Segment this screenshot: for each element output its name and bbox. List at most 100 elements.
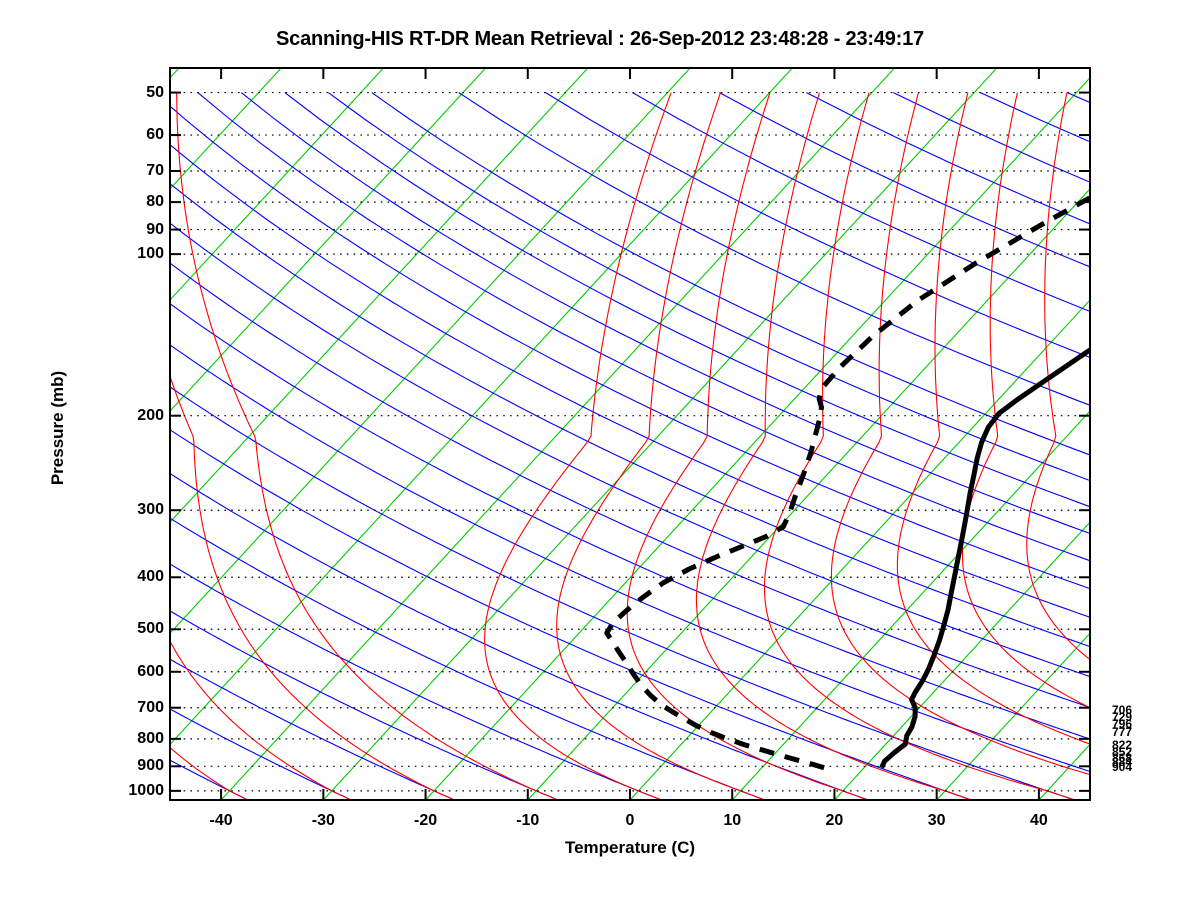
dry-adiabat-line — [170, 563, 662, 800]
saturated-adiabat-line — [830, 92, 1090, 776]
dry-adiabat-line — [371, 92, 1090, 456]
y-tick-label: 70 — [146, 161, 164, 179]
saturated-adiabat-line — [0, 93, 145, 800]
dry-adiabat-line — [170, 183, 1090, 648]
isotherm-line — [731, 410, 1090, 800]
saturated-adiabat-line — [695, 92, 972, 800]
saturated-adiabat-line — [1026, 92, 1090, 661]
isotherm-line — [220, 68, 895, 800]
dry-adiabat-line — [170, 105, 1090, 590]
x-axis-label: Temperature (C) — [564, 838, 696, 857]
saturated-adiabat-line — [1152, 93, 1200, 800]
isotherm-line — [834, 521, 1090, 800]
isotherm-line — [936, 632, 1090, 800]
right-pressure-label: 822 — [1112, 738, 1133, 753]
saturated-adiabat-line — [0, 93, 41, 800]
dry-adiabat-line — [284, 92, 1090, 508]
right-pressure-label: 796 — [1112, 717, 1133, 732]
saturated-adiabat-line — [556, 92, 765, 800]
y-tick-label: 200 — [137, 406, 164, 424]
saturated-adiabat-line — [484, 92, 672, 800]
y-tick-label: 800 — [137, 729, 164, 747]
y-tick-label: 100 — [137, 245, 164, 263]
dry-adiabat-line — [170, 144, 1090, 618]
dry-adiabat-line — [806, 92, 1090, 225]
right-pressure-label: 777 — [1112, 725, 1133, 740]
isotherm-line — [527, 188, 1090, 800]
dry-adiabat-line — [170, 517, 765, 800]
dry-adiabat-line — [170, 344, 1090, 773]
x-tick-label: 0 — [625, 812, 635, 829]
y-tick-label: 600 — [137, 662, 164, 680]
saturated-adiabat-line — [170, 640, 352, 800]
right-pressure-label: 868 — [1112, 750, 1133, 765]
isotherm-line — [322, 68, 998, 800]
isotherm-line — [170, 68, 282, 190]
x-tick-label: -30 — [311, 812, 335, 829]
x-tick-label: 20 — [825, 812, 844, 829]
dry-adiabat-line — [170, 610, 559, 800]
saturated-adiabat-line — [1089, 524, 1090, 542]
isotherm-line — [629, 299, 1090, 800]
right-pressure-label: 729 — [1112, 710, 1133, 725]
x-tick-label: 40 — [1029, 812, 1048, 829]
y-axis-tick-labels: 50 60 70 80 90 100 200 300 400 500 600 700 800 900 100… — [54, 0, 164, 900]
dry-adiabat-line — [170, 658, 455, 800]
isotherm-line — [170, 68, 589, 524]
y-tick-label: 400 — [137, 568, 164, 586]
dry-adiabat-line — [170, 222, 1090, 678]
saturated-adiabat-line — [176, 92, 559, 800]
y-tick-label: 900 — [137, 757, 164, 775]
saturated-adiabat-line — [961, 92, 1090, 709]
dry-adiabat-line — [170, 429, 972, 800]
isotherm-line — [1038, 743, 1090, 800]
dry-adiabat-line — [170, 386, 1076, 800]
dry-adiabat-line — [170, 472, 869, 800]
x-tick-label: -40 — [209, 812, 233, 829]
isotherm-line — [170, 68, 691, 635]
saturated-adiabat-line — [626, 92, 869, 800]
isotherm-line — [170, 68, 793, 746]
y-tick-label: 700 — [137, 698, 164, 716]
right-pressure-label: 884 — [1112, 755, 1133, 770]
right-pressure-label: 706 — [1112, 702, 1133, 717]
dry-adiabat-line — [170, 759, 249, 800]
dry-adiabat-line — [719, 92, 1090, 268]
right-pressure-label: 904 — [1112, 760, 1133, 775]
dry-adiabat-line — [327, 92, 1090, 482]
saturated-adiabat-line — [170, 746, 249, 800]
dry-adiabat-line — [632, 92, 1090, 313]
y-tick-label: 50 — [146, 83, 164, 101]
dry-adiabat-line — [545, 92, 1090, 359]
saturated-adiabat-line — [763, 92, 1076, 800]
y-tick-label: 80 — [146, 193, 164, 211]
x-tick-label: -20 — [413, 812, 438, 829]
saturated-adiabat-line — [896, 92, 1090, 745]
y-tick-label: 60 — [146, 126, 164, 144]
dry-adiabat-line — [170, 303, 1090, 740]
isotherm-line — [0, 68, 77, 800]
isotherm-line — [170, 68, 180, 79]
saturated-adiabat-line — [170, 374, 455, 800]
x-tick-label: -10 — [516, 812, 540, 829]
dry-adiabat-line — [1067, 92, 1090, 104]
isotherm-line — [170, 68, 384, 301]
isotherm-line — [425, 76, 1090, 800]
dry-adiabat-line — [170, 708, 352, 800]
y-tick-label: 1000 — [128, 781, 164, 799]
x-tick-label: 30 — [927, 812, 946, 829]
dry-adiabat-line — [170, 262, 1090, 708]
dry-adiabat-line — [458, 92, 1090, 406]
x-tick-label: 10 — [723, 812, 742, 829]
dry-adiabat-line — [240, 92, 1090, 534]
temperature-profile-line — [879, 347, 1090, 769]
dry-adiabat-line — [0, 263, 41, 800]
right-pressure-label: 852 — [1112, 745, 1133, 760]
y-tick-label: 500 — [137, 620, 164, 638]
chart-title: Scanning-HIS RT-DR Mean Retrieval : 26-S… — [276, 28, 924, 50]
dry-adiabat-line — [893, 92, 1090, 183]
y-tick-label: 90 — [146, 220, 164, 238]
isotherm-line — [1141, 68, 1200, 800]
